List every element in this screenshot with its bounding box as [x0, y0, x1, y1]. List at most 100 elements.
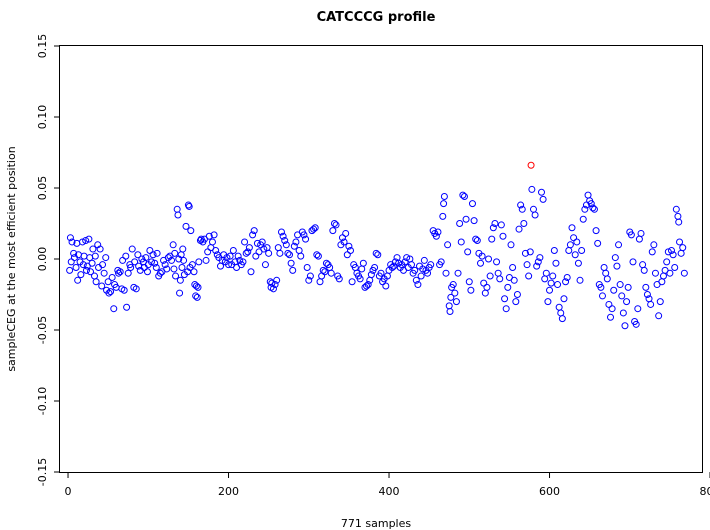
- data-point: [666, 269, 674, 277]
- data-point: [102, 254, 110, 262]
- data-point: [434, 228, 442, 236]
- data-point: [241, 238, 249, 246]
- data-point: [281, 237, 289, 245]
- data-point: [292, 238, 300, 246]
- data-point: [330, 220, 338, 227]
- data-point: [321, 268, 329, 276]
- data-point: [440, 193, 448, 201]
- data-point: [152, 264, 160, 272]
- data-point: [677, 249, 685, 257]
- data-point: [193, 293, 201, 301]
- data-point: [550, 246, 558, 254]
- data-point: [245, 244, 253, 252]
- data-point: [204, 248, 212, 256]
- data-point: [335, 275, 343, 283]
- data-point: [517, 201, 525, 209]
- data-point: [549, 272, 557, 280]
- data-point: [358, 265, 366, 273]
- data-point: [607, 313, 615, 321]
- data-point: [176, 289, 184, 297]
- data-point: [314, 252, 322, 260]
- data-point: [146, 246, 154, 254]
- data-point: [74, 276, 82, 284]
- data-point: [192, 282, 200, 290]
- data-point: [518, 205, 526, 213]
- data-point: [445, 302, 453, 310]
- data-point: [520, 220, 528, 227]
- y-tick-label: 0.10: [36, 105, 49, 130]
- data-point: [391, 258, 399, 266]
- data-point: [356, 275, 364, 283]
- data-point: [100, 269, 108, 277]
- data-point: [459, 191, 467, 199]
- data-point: [359, 259, 367, 267]
- data-point: [96, 245, 104, 253]
- data-point: [647, 300, 655, 308]
- data-point: [488, 235, 496, 243]
- data-point: [507, 241, 515, 249]
- data-point: [623, 298, 631, 306]
- data-point: [451, 289, 459, 297]
- data-point: [179, 245, 187, 253]
- x-tick-label: 200: [218, 485, 239, 498]
- data-point: [305, 276, 313, 284]
- data-point: [174, 211, 182, 219]
- data-point: [329, 227, 337, 235]
- data-point: [124, 269, 132, 277]
- data-point: [552, 259, 560, 267]
- data-point: [619, 309, 627, 317]
- data-point: [420, 256, 428, 264]
- data-point: [367, 271, 375, 279]
- data-point: [91, 252, 99, 260]
- data-point: [265, 249, 273, 257]
- data-point: [120, 286, 128, 294]
- data-point: [676, 238, 684, 246]
- data-point: [364, 281, 372, 289]
- data-point: [247, 268, 255, 276]
- data-point: [134, 251, 142, 259]
- data-point: [531, 211, 539, 219]
- data-point: [616, 281, 624, 289]
- data-point: [239, 258, 247, 266]
- data-point: [592, 227, 600, 235]
- y-tick-label: 0.00: [36, 247, 49, 272]
- data-point: [194, 283, 202, 291]
- data-point: [589, 204, 597, 212]
- data-point: [465, 278, 473, 286]
- data-point: [66, 234, 74, 242]
- data-point: [624, 283, 632, 291]
- data-point: [570, 234, 578, 242]
- data-point: [187, 227, 195, 235]
- data-point: [340, 238, 348, 246]
- data-point: [584, 191, 592, 199]
- data-point: [602, 269, 610, 277]
- data-point: [244, 248, 252, 256]
- data-point: [297, 252, 305, 260]
- data-point: [173, 205, 181, 213]
- plot-frame: [59, 45, 703, 473]
- data-point: [271, 281, 279, 289]
- data-point: [80, 252, 88, 260]
- data-point: [457, 238, 465, 246]
- data-point: [99, 261, 107, 269]
- x-axis-label: 771 samples: [341, 517, 411, 530]
- data-point: [675, 218, 683, 226]
- data-point: [477, 259, 485, 267]
- data-point: [210, 231, 218, 239]
- data-point: [558, 315, 566, 323]
- data-point: [590, 205, 598, 213]
- data-point: [300, 231, 308, 239]
- data-point: [427, 261, 435, 269]
- data-point: [253, 239, 261, 247]
- data-point: [659, 272, 667, 280]
- data-point: [489, 224, 497, 232]
- data-point: [88, 259, 96, 267]
- data-point: [286, 251, 294, 259]
- data-point: [496, 275, 504, 283]
- data-point: [110, 305, 118, 313]
- data-point: [284, 249, 292, 257]
- data-point: [483, 283, 491, 291]
- data-point: [640, 266, 648, 274]
- data-point: [104, 278, 112, 286]
- data-point: [287, 259, 295, 267]
